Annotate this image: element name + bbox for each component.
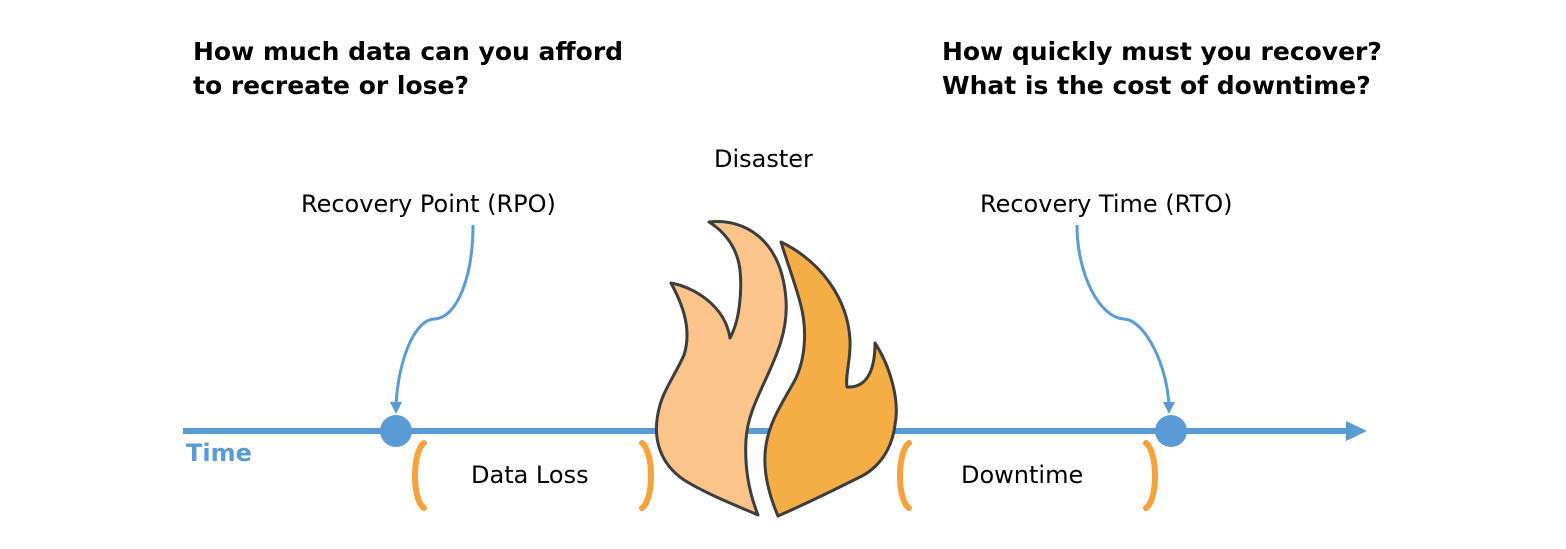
rpo-pointer-arrowhead: [390, 402, 402, 414]
data-loss-bracket-left: [412, 440, 427, 511]
timeline-arrowhead: [1346, 421, 1367, 441]
rpo-pointer-arrow: [394, 224, 475, 409]
data-loss-label: Data Loss: [471, 461, 589, 489]
rpo-question-line-1: How much data can you afford: [193, 37, 624, 66]
rto-question: How quickly must you recover? What is th…: [942, 35, 1382, 103]
rto-question-line-1: How quickly must you recover?: [942, 37, 1382, 66]
fire-icon: [655, 220, 898, 518]
recovery-point-label: Recovery Point (RPO): [301, 190, 556, 218]
recovery-time-label: Recovery Time (RTO): [980, 190, 1233, 218]
recovery-point-marker: [380, 415, 412, 447]
downtime-bracket-left: [897, 440, 912, 511]
rpo-question: How much data can you afford to recreate…: [193, 35, 623, 103]
downtime-bracket-right: [1143, 440, 1158, 511]
rto-pointer-arrow: [1075, 224, 1171, 409]
rpo-question-line-2: to recreate or lose?: [193, 71, 469, 100]
rto-question-line-2: What is the cost of downtime?: [942, 71, 1371, 100]
disaster-label: Disaster: [714, 145, 813, 173]
time-axis-label: Time: [186, 439, 252, 467]
recovery-time-marker: [1155, 415, 1187, 447]
rto-pointer-arrowhead: [1163, 402, 1175, 414]
flame-right: [763, 240, 898, 518]
downtime-label: Downtime: [961, 461, 1084, 489]
flame-left: [655, 220, 788, 517]
data-loss-bracket-right: [639, 440, 654, 511]
